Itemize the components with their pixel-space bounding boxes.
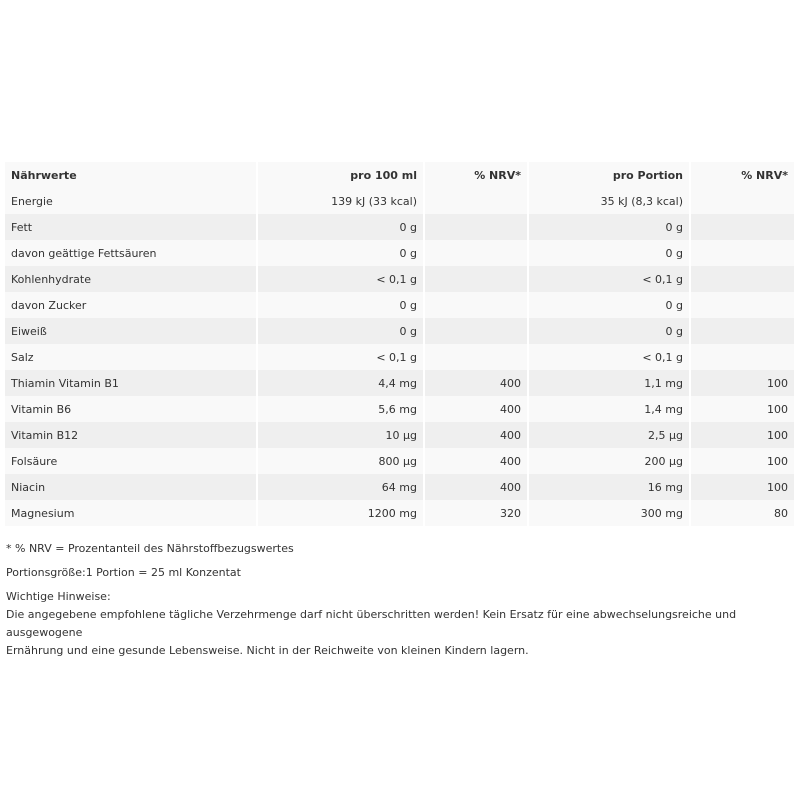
nrv-per-100ml: 400	[424, 474, 529, 500]
value-per-100ml: 0 g	[257, 214, 425, 240]
nrv-per-100ml	[424, 240, 529, 266]
value-per-portion: 300 mg	[528, 500, 691, 526]
table-row: Niacin 64 mg 400 16 mg 100	[5, 474, 796, 500]
table-row: Vitamin B6 5,6 mg 400 1,4 mg 100	[5, 396, 796, 422]
nrv-per-100ml: 400	[424, 370, 529, 396]
table-header-row: Nährwerte pro 100 ml % NRV* pro Portion …	[5, 162, 796, 188]
table-row: Magnesium 1200 mg 320 300 mg 80	[5, 500, 796, 526]
value-per-portion: 200 µg	[528, 448, 691, 474]
value-per-portion: 16 mg	[528, 474, 691, 500]
nrv-per-portion: 80	[690, 500, 796, 526]
nutrient-name: Vitamin B6	[5, 396, 258, 422]
nutrient-name: Vitamin B12	[5, 422, 258, 448]
nrv-per-portion	[690, 266, 796, 292]
value-per-100ml: 0 g	[257, 240, 425, 266]
header-nrv-100ml: % NRV*	[424, 162, 529, 188]
nrv-per-100ml	[424, 344, 529, 370]
hint-line-2: Ernährung und eine gesunde Lebensweise. …	[6, 644, 529, 657]
value-per-portion: 35 kJ (8,3 kcal)	[528, 188, 691, 214]
header-nrv-portion: % NRV*	[690, 162, 796, 188]
value-per-100ml: 139 kJ (33 kcal)	[257, 188, 425, 214]
nutrient-name: Energie	[5, 188, 258, 214]
table-row: Thiamin Vitamin B1 4,4 mg 400 1,1 mg 100	[5, 370, 796, 396]
table-row: Kohlenhydrate < 0,1 g < 0,1 g	[5, 266, 796, 292]
value-per-100ml: 64 mg	[257, 474, 425, 500]
nrv-per-portion	[690, 240, 796, 266]
value-per-portion: 1,4 mg	[528, 396, 691, 422]
nrv-per-portion: 100	[690, 396, 796, 422]
nutrient-name: davon geättige Fettsäuren	[5, 240, 258, 266]
nrv-per-100ml	[424, 188, 529, 214]
nrv-per-100ml: 400	[424, 448, 529, 474]
value-per-100ml: 800 µg	[257, 448, 425, 474]
value-per-portion: 0 g	[528, 240, 691, 266]
header-naehrwerte: Nährwerte	[5, 162, 258, 188]
value-per-100ml: 10 µg	[257, 422, 425, 448]
value-per-portion: < 0,1 g	[528, 344, 691, 370]
header-pro-100ml: pro 100 ml	[257, 162, 425, 188]
value-per-100ml: 4,4 mg	[257, 370, 425, 396]
nrv-per-portion	[690, 188, 796, 214]
nutrient-name: Folsäure	[5, 448, 258, 474]
nrv-per-100ml	[424, 292, 529, 318]
nrv-per-portion: 100	[690, 474, 796, 500]
nrv-per-100ml	[424, 318, 529, 344]
value-per-100ml: 5,6 mg	[257, 396, 425, 422]
header-pro-portion: pro Portion	[528, 162, 691, 188]
nrv-per-100ml	[424, 266, 529, 292]
table-row: Folsäure 800 µg 400 200 µg 100	[5, 448, 796, 474]
nrv-per-portion: 100	[690, 422, 796, 448]
notes: * % NRV = Prozentanteil des Nährstoffbez…	[6, 540, 800, 660]
hint-title: Wichtige Hinweise:	[6, 590, 111, 603]
nrv-per-portion	[690, 344, 796, 370]
nutrient-name: Kohlenhydrate	[5, 266, 258, 292]
nutrient-name: Salz	[5, 344, 258, 370]
nrv-per-100ml: 320	[424, 500, 529, 526]
nrv-per-100ml	[424, 214, 529, 240]
nutrient-name: Eiweiß	[5, 318, 258, 344]
nrv-per-portion	[690, 292, 796, 318]
nutrient-name: Fett	[5, 214, 258, 240]
value-per-100ml: 0 g	[257, 292, 425, 318]
value-per-portion: 0 g	[528, 318, 691, 344]
nrv-per-portion: 100	[690, 448, 796, 474]
nutrition-table: Nährwerte pro 100 ml % NRV* pro Portion …	[5, 162, 796, 526]
value-per-portion: 1,1 mg	[528, 370, 691, 396]
value-per-portion: 0 g	[528, 292, 691, 318]
nutrient-name: Magnesium	[5, 500, 258, 526]
nrv-per-100ml: 400	[424, 422, 529, 448]
value-per-portion: 0 g	[528, 214, 691, 240]
nrv-per-portion	[690, 318, 796, 344]
nutrient-name: davon Zucker	[5, 292, 258, 318]
nutrient-name: Niacin	[5, 474, 258, 500]
nrv-per-100ml: 400	[424, 396, 529, 422]
value-per-portion: 2,5 µg	[528, 422, 691, 448]
table-row: Vitamin B12 10 µg 400 2,5 µg 100	[5, 422, 796, 448]
hint-line-1: Die angegebene empfohlene tägliche Verze…	[6, 608, 737, 639]
portion-size: Portionsgröße:1 Portion = 25 ml Konzenta…	[6, 566, 241, 579]
value-per-100ml: < 0,1 g	[257, 266, 425, 292]
table-row: Salz < 0,1 g < 0,1 g	[5, 344, 796, 370]
nrv-per-portion	[690, 214, 796, 240]
value-per-100ml: 0 g	[257, 318, 425, 344]
value-per-100ml: 1200 mg	[257, 500, 425, 526]
value-per-100ml: < 0,1 g	[257, 344, 425, 370]
value-per-portion: < 0,1 g	[528, 266, 691, 292]
nrv-per-portion: 100	[690, 370, 796, 396]
footnote: * % NRV = Prozentanteil des Nährstoffbez…	[6, 542, 294, 555]
nutrient-name: Thiamin Vitamin B1	[5, 370, 258, 396]
table-row: Energie 139 kJ (33 kcal) 35 kJ (8,3 kcal)	[5, 188, 796, 214]
